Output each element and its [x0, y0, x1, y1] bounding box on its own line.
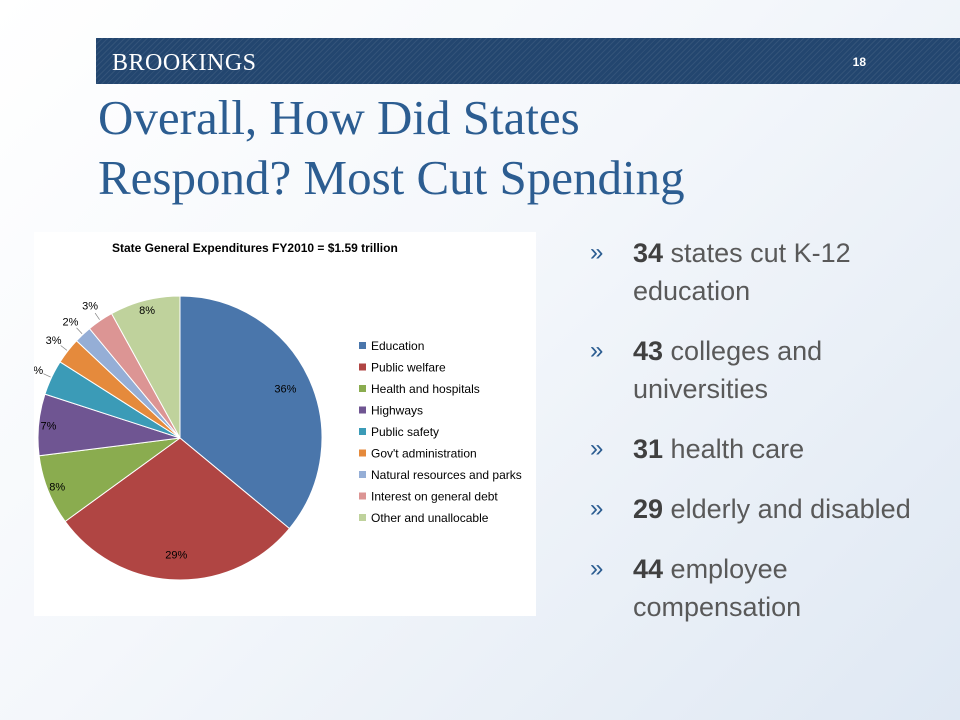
bullet-item: » 43 colleges and universities	[590, 332, 930, 408]
legend-label: Natural resources and parks	[371, 468, 522, 482]
bullet-text: health care	[663, 434, 805, 464]
legend-swatch	[359, 363, 366, 371]
pie-data-label: 2%	[63, 316, 79, 328]
pie-slice-1	[64, 437, 291, 581]
bullet-number: 29	[633, 494, 664, 524]
pie-data-label: 3%	[82, 301, 98, 313]
bullet-marker: »	[590, 495, 604, 522]
brand-logo: BROOKINGS	[112, 50, 257, 76]
legend-label: Public welfare	[371, 361, 446, 375]
legend-label: Health and hospitals	[371, 382, 480, 396]
legend-swatch	[359, 385, 366, 392]
pie-chart: State General Expenditures FY2010 = $1.5…	[34, 241, 522, 581]
pie-data-label: 8%	[49, 482, 65, 494]
chart-legend: Education Public welfare Health and hospit…	[359, 339, 522, 525]
bullet-number: 44	[633, 554, 664, 584]
bullet-number: 34	[633, 238, 664, 268]
slide-title-line-1: Overall, How Did States	[98, 90, 580, 145]
pie-leader-line	[76, 327, 83, 335]
bullet-marker: »	[590, 555, 604, 582]
bullet-text: states cut K-12 education	[633, 238, 851, 306]
pie-slice-8	[110, 295, 181, 439]
pie-slice-0	[179, 295, 323, 530]
slide-title-line-2: Respond? Most Cut Spending	[98, 150, 685, 205]
bullet-list: » 34 states cut K-12 education » 43 colleg…	[590, 234, 930, 648]
bullet-marker: »	[590, 337, 604, 364]
header-banner: BROOKINGS 18	[96, 38, 960, 84]
legend-label: Interest on general debt	[371, 490, 498, 504]
pie-data-label: 3%	[46, 335, 62, 347]
chart-title: State General Expenditures FY2010 = $1.5…	[112, 241, 398, 255]
legend-swatch	[359, 471, 366, 478]
bullet-marker: »	[590, 239, 604, 266]
bullet-item: » 44 employee compensation	[590, 550, 930, 626]
pie-data-labels: 36% 29% 8% 7% 4% 3%2%3% 8%	[34, 301, 297, 562]
bullet-text: elderly and disabled	[663, 494, 911, 524]
legend-label: Other and unallocable	[371, 511, 489, 525]
pie-slices	[37, 295, 323, 581]
pie-leader-line	[94, 312, 100, 320]
pie-leader-line	[60, 345, 68, 351]
legend-swatch	[359, 428, 366, 435]
bullet-item: » 31 health care	[590, 430, 930, 468]
chart-panel: State General Expenditures FY2010 = $1.5…	[34, 232, 536, 616]
legend-label: Gov't administration	[371, 447, 477, 461]
bullet-item: » 29 elderly and disabled	[590, 490, 930, 528]
bullet-marker: »	[590, 435, 604, 462]
bullet-text: colleges and universities	[633, 336, 823, 404]
pie-data-label: 29%	[165, 549, 187, 561]
slide-title: Overall, How Did States Respond? Most Cu…	[98, 88, 898, 208]
legend-swatch	[359, 449, 366, 457]
legend-label: Highways	[371, 404, 423, 418]
bullet-number: 31	[633, 434, 664, 464]
pie-data-label: 7%	[41, 421, 57, 433]
pie-leader-line	[43, 373, 51, 378]
bullet-number: 43	[633, 336, 664, 366]
legend-swatch	[359, 514, 366, 521]
legend-label: Education	[371, 339, 424, 353]
bullet-item: » 34 states cut K-12 education	[590, 234, 930, 310]
legend-swatch	[359, 492, 366, 500]
legend-label: Public safety	[371, 425, 439, 439]
legend-swatch	[359, 342, 366, 349]
pie-data-label: 4%	[34, 365, 43, 377]
pie-data-label: 36%	[274, 383, 296, 395]
slide-number: 18	[852, 55, 866, 69]
bullet-text: employee compensation	[633, 554, 802, 622]
legend-swatch	[359, 406, 366, 414]
pie-data-label: 8%	[139, 305, 155, 317]
